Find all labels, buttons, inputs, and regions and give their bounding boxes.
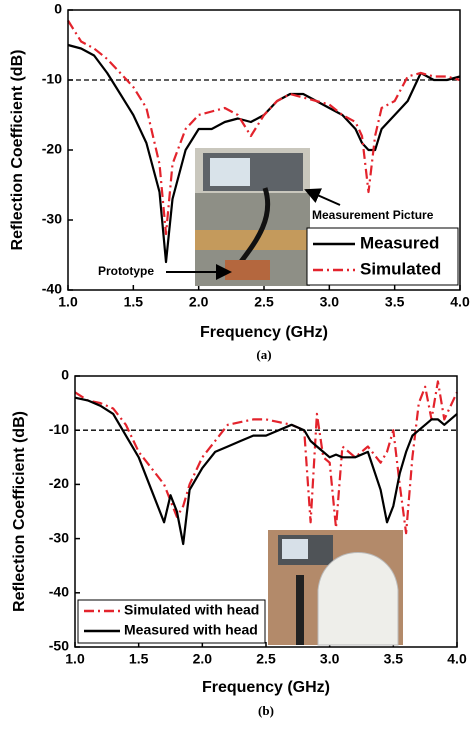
- x-tick-label: 4.0: [447, 651, 467, 667]
- y-tick-label: -10: [42, 71, 62, 87]
- prototype: [225, 260, 270, 280]
- y-tick-label: -20: [49, 475, 69, 491]
- y-tick-label: -50: [49, 638, 69, 654]
- plot-frame: [67, 9, 461, 291]
- x-tick-label: 3.0: [320, 294, 340, 310]
- annotation-arrow: [304, 188, 341, 206]
- x-axis-label: Frequency (GHz): [200, 324, 328, 341]
- y-tick-label: 0: [54, 1, 62, 17]
- inset-photo: [268, 530, 403, 646]
- x-tick-label: 2.0: [193, 651, 213, 667]
- inset-photo: [195, 148, 310, 286]
- analyzer-screen: [210, 158, 250, 186]
- y-tick-label: -30: [42, 211, 62, 227]
- y-tick-label: -20: [42, 141, 62, 157]
- head-phantom: [317, 552, 399, 646]
- series-line: [74, 396, 458, 546]
- x-tick-label: 3.0: [320, 651, 340, 667]
- legend-label: Measured with head: [124, 622, 258, 638]
- stand: [296, 575, 304, 645]
- annotation: Prototype: [98, 264, 154, 278]
- x-tick-label: 3.5: [385, 294, 405, 310]
- cable: [238, 187, 271, 265]
- annotation: Measurement Picture: [312, 208, 434, 222]
- caption: (a): [256, 347, 271, 362]
- x-tick-label: 3.5: [384, 651, 404, 667]
- legend-label: Measured: [360, 233, 439, 252]
- legend-label: Simulated with head: [124, 602, 259, 618]
- y-tick-label: 0: [61, 367, 69, 383]
- y-tick-label: -10: [49, 421, 69, 437]
- y-axis-label: Reflection Coefficient (dB): [9, 50, 26, 251]
- x-axis-label: Frequency (GHz): [202, 679, 330, 696]
- y-tick-label: -40: [42, 281, 62, 297]
- x-tick-label: 2.5: [256, 651, 276, 667]
- x-tick-label: 2.5: [254, 294, 274, 310]
- x-tick-label: 1.5: [124, 294, 144, 310]
- analyzer-screen: [282, 539, 308, 559]
- y-tick-label: -40: [49, 584, 69, 600]
- legend-label: Simulated: [360, 259, 441, 278]
- x-tick-label: 4.0: [450, 294, 470, 310]
- legend-box: [77, 599, 266, 644]
- x-tick-label: 1.0: [65, 651, 85, 667]
- series-line: [74, 380, 458, 535]
- series-line: [67, 19, 461, 236]
- y-tick-label: -30: [49, 529, 69, 545]
- x-tick-label: 1.5: [129, 651, 149, 667]
- legend-box: [306, 227, 459, 286]
- x-tick-label: 1.0: [58, 294, 78, 310]
- board: [195, 230, 310, 250]
- plot-frame: [74, 375, 458, 648]
- y-axis-label: Reflection Coefficient (dB): [11, 411, 28, 612]
- caption: (b): [258, 703, 274, 718]
- x-tick-label: 2.0: [189, 294, 209, 310]
